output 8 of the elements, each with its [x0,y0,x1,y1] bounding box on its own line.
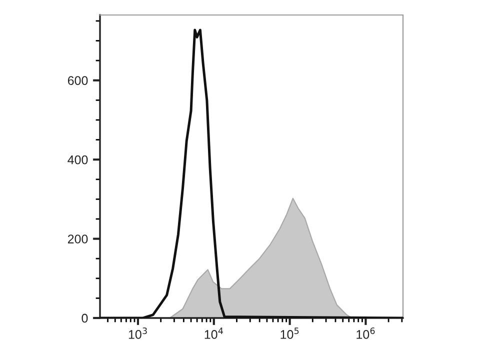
x-tick-label: 10$^{4}$ [204,328,223,339]
y-tick-label: 200 [68,234,88,244]
y-tick-label: 600 [68,76,88,86]
x-tick-label: 10$^{5}$ [280,328,299,339]
x-tick-label: 10$^{3}$ [128,327,147,339]
x-tick-label: 10$^{6}$ [356,327,375,339]
y-tick-label: 0 [82,314,88,323]
y-tick-label: 400 [68,155,88,164]
